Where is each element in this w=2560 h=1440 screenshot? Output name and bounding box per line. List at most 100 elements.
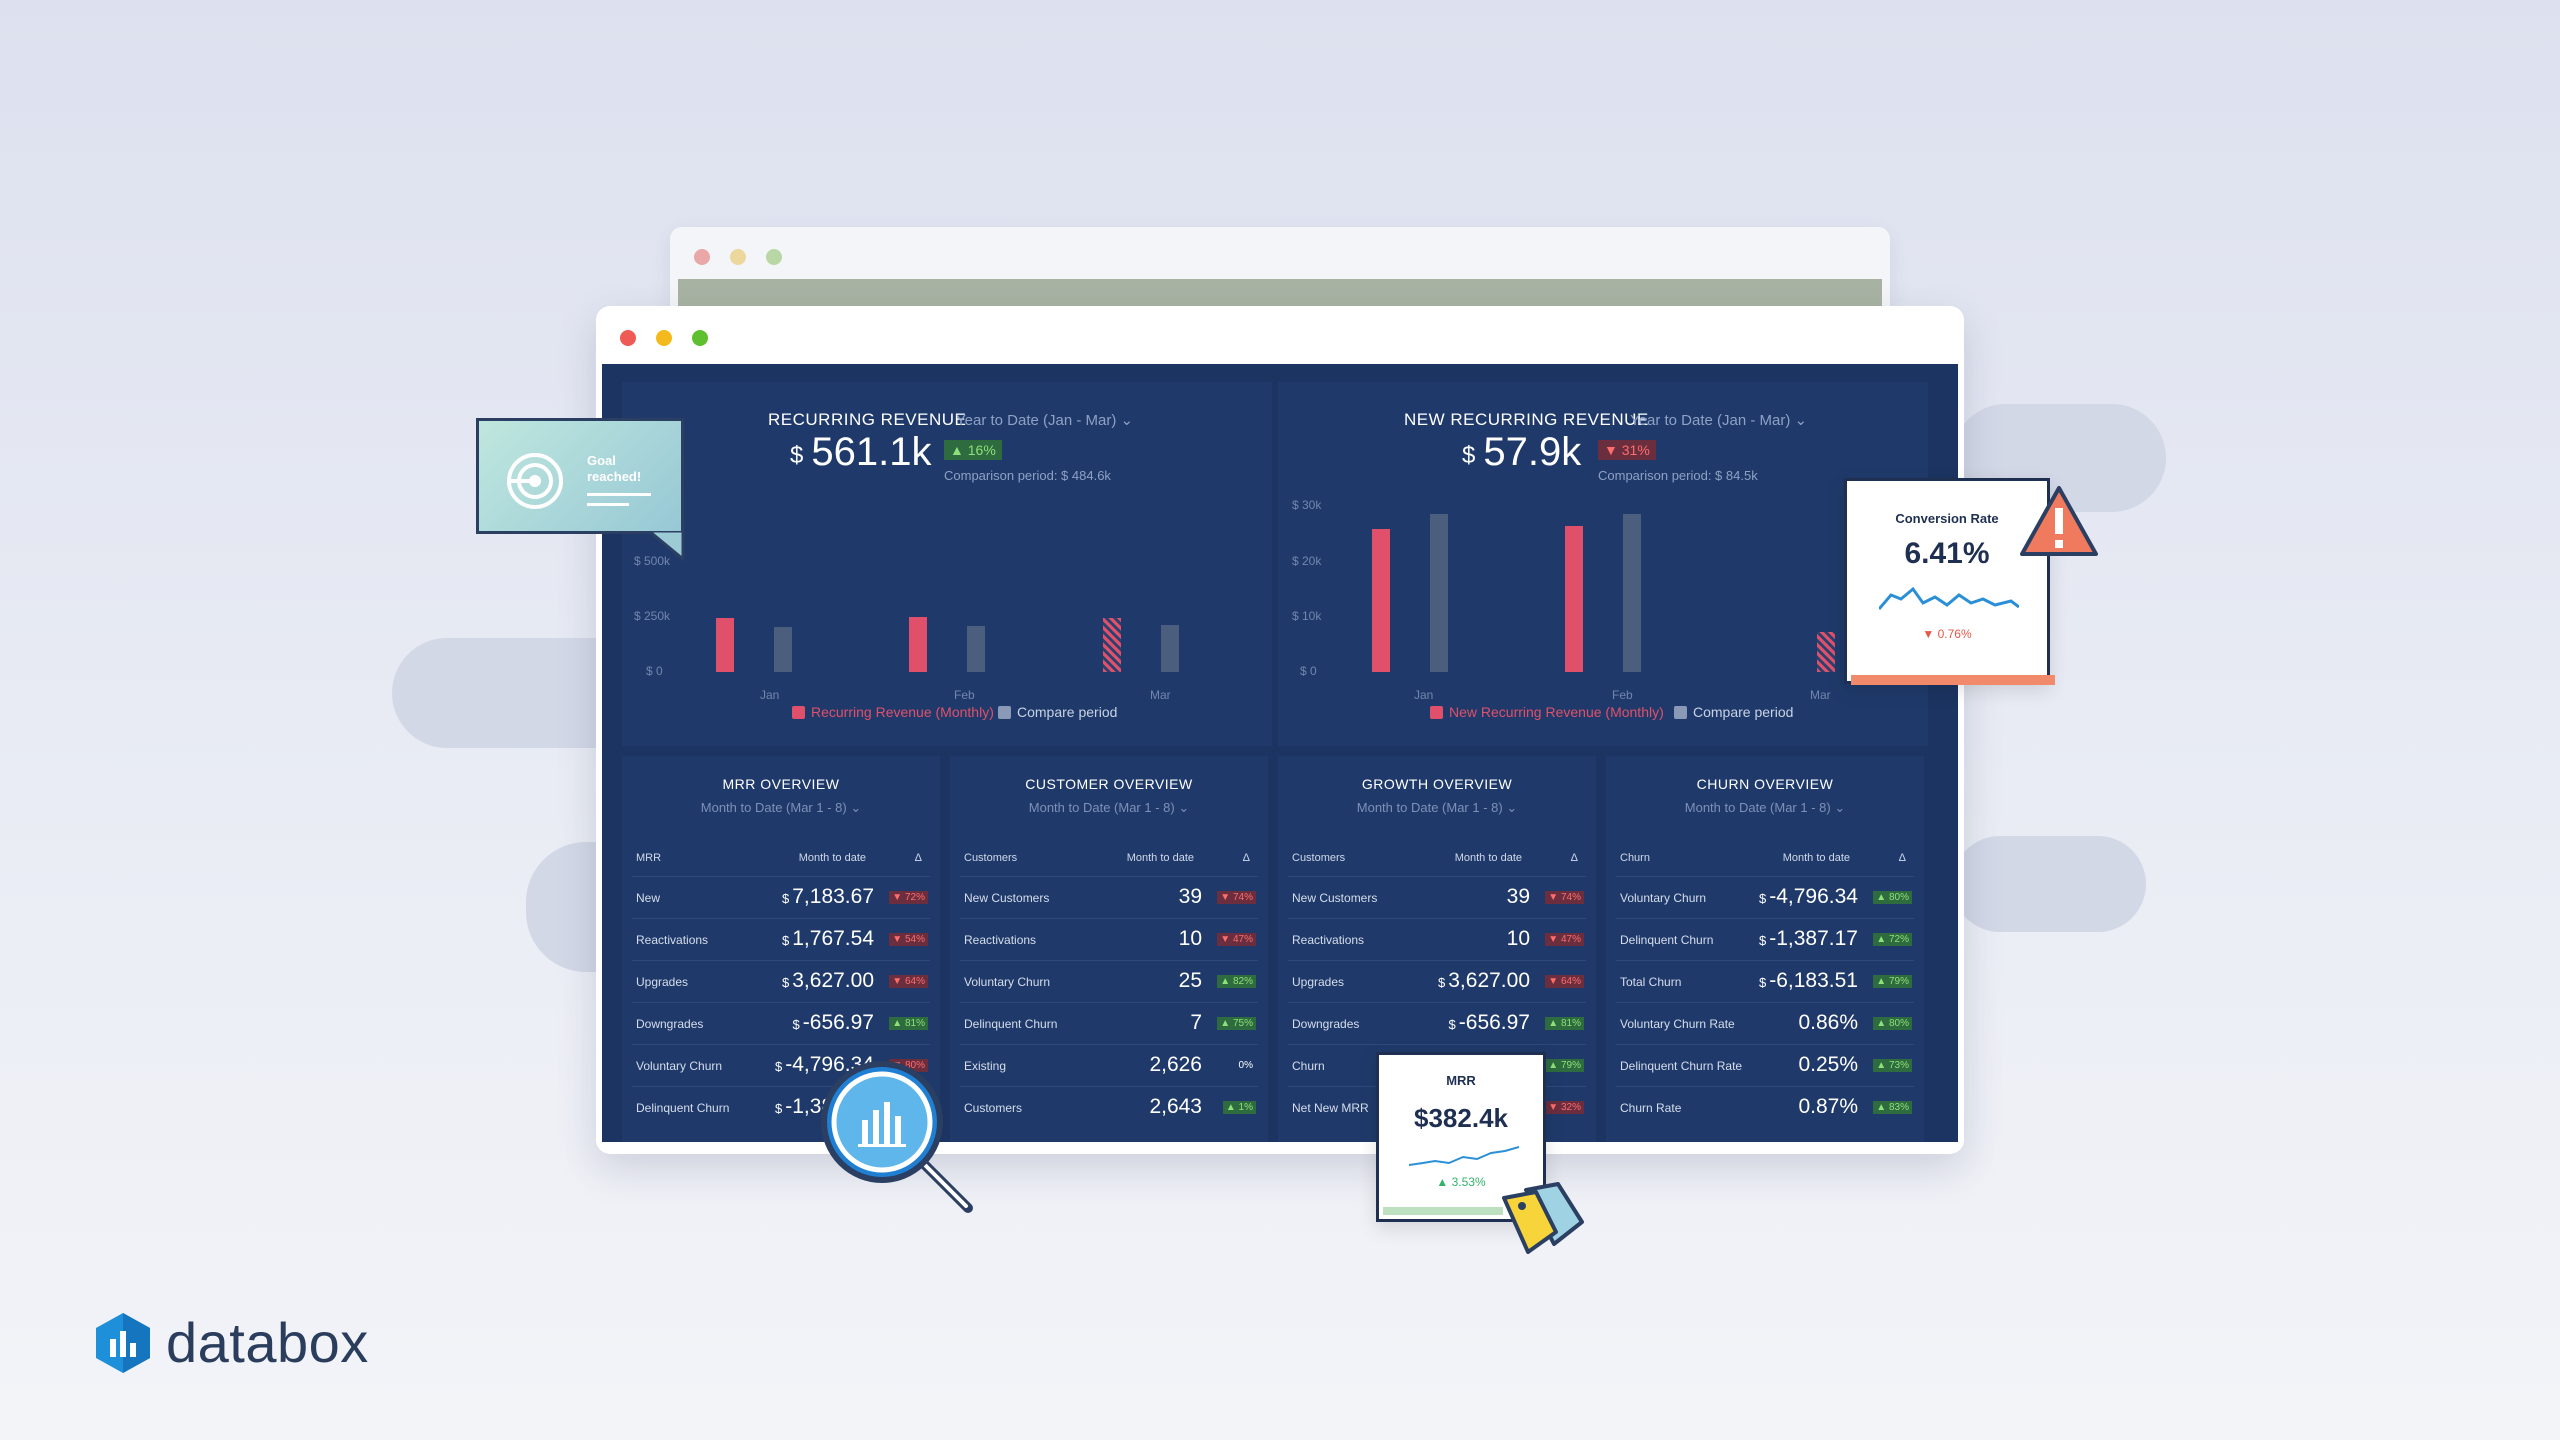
bar-primary[interactable] [1372,529,1390,672]
row-label: Voluntary Churn [964,975,1051,989]
row-label: New Customers [964,891,1050,905]
row-value: 10 [1176,927,1202,951]
row-value: 25 [1176,969,1202,993]
row-value: $3,627.00 [782,969,874,993]
brand-name: databox [166,1311,369,1374]
card-title: MRR [1446,1073,1476,1088]
bar-compare[interactable] [1623,514,1641,672]
row-number: 1,767.54 [792,927,874,950]
row-value: 0.87% [1795,1095,1858,1119]
background-window-content [678,279,1882,309]
chart-legend-item[interactable]: Compare period [998,704,1117,720]
y-tick-label: $ 10k [1292,609,1322,623]
period-dropdown[interactable]: Month to Date (Mar 1 - 8) ⌄ [950,800,1268,816]
overview-title: MRR OVERVIEW [722,776,840,792]
chart-legend-item[interactable]: Recurring Revenue (Monthly) [792,704,994,720]
goal-divider [587,503,629,506]
bar-compare[interactable] [1817,632,1835,672]
row-number: 0.86% [1798,1011,1858,1034]
row-label: Total Churn [1620,975,1682,989]
x-tick-label: Mar [1150,688,1171,702]
column-header: Month to date [1782,852,1850,864]
row-number: 25 [1178,969,1202,992]
metric-value: $57.9k [1462,430,1581,475]
change-badge: ▼ 74% [1217,891,1256,904]
comparison-label: Comparison period: $ 484.6k [944,468,1111,483]
row-number: 2,643 [1149,1095,1202,1118]
period-dropdown[interactable]: Month to Date (Mar 1 - 8) ⌄ [1606,800,1924,816]
row-number: 0.87% [1798,1095,1858,1118]
goal-divider [587,493,651,496]
period-label: Year to Date (Jan - Mar) [956,412,1117,429]
y-tick-label: $ 0 [646,664,663,678]
period-label: Month to Date (Mar 1 - 8) [1356,800,1503,815]
legend-label: Compare period [1017,704,1118,720]
change-badge: ▼ 72% [889,891,928,904]
table-row: Churn Rate 0.87% ▲ 83% [1616,1086,1914,1128]
period-dropdown[interactable]: Year to Date (Jan - Mar) ⌄ [1630,411,1807,429]
row-value: 2,643 [1146,1095,1202,1119]
row-label: Upgrades [636,975,689,989]
row-value: $ -4,796.34 [1759,885,1858,909]
window-minimize-dot [730,249,746,265]
period-label: Year to Date (Jan - Mar) [1630,412,1791,429]
bar-primary[interactable] [909,617,927,672]
chart-legend-item[interactable]: New Recurring Revenue (Monthly) [1430,704,1664,720]
column-header: Month to date [798,852,866,864]
change-badge: ▲ 73% [1873,1059,1912,1072]
change-badge: ▲ 75% [1217,1017,1256,1030]
bar-compare[interactable] [1430,514,1448,672]
change-badge: ▲ 80% [1873,891,1912,904]
brand-logo[interactable]: databox [94,1310,369,1375]
window-maximize-dot [766,249,782,265]
table-row: Total Churn $ -6,183.51 ▲ 79% [1616,960,1914,1002]
change-badge: ▲ 79% [1873,975,1912,988]
chevron-down-icon: ⌄ [1794,412,1808,429]
row-value: 10 [1504,927,1530,951]
currency-symbol: $ [1438,975,1446,990]
chart-legend-item[interactable]: Compare period [1674,704,1793,720]
change-badge: ▼ 64% [889,975,928,988]
period-dropdown[interactable]: Month to Date (Mar 1 - 8) ⌄ [622,800,940,816]
currency-symbol: $ [782,933,790,948]
bar-primary[interactable] [716,618,734,672]
y-tick-label: $ 250k [634,609,671,623]
table-row: Voluntary Churn $ -4,796.34 ▼ 80% [632,1044,930,1086]
panel-title: NEW RECURRING REVENUE [1404,410,1649,429]
row-number: 3,627.00 [792,969,874,992]
new-recurring-revenue-panel: NEW RECURRING REVENUE Year to Date (Jan … [1278,382,1928,746]
row-number: 10 [1506,927,1530,950]
row-label: Upgrades [1292,975,1345,989]
row-number: 7 [1190,1011,1202,1034]
row-number: -4,796.34 [1769,885,1858,908]
bar-compare[interactable] [774,627,792,672]
column-header: Δ [1570,852,1578,864]
row-value: $1,767.54 [782,927,874,951]
window-maximize-dot[interactable] [692,330,708,346]
row-value: $-6,183.51 [1759,969,1858,993]
bar-primary[interactable] [1565,526,1583,672]
currency-symbol: $ [790,442,804,469]
card-footer-bar [1851,675,2055,685]
table-row: Upgrades $3,627.00 ▼ 64% [1288,960,1586,1002]
change-badge: ▲ 83% [1873,1101,1912,1114]
bar-primary[interactable] [1103,618,1121,672]
card-change: ▲ 3.53% [1436,1175,1486,1189]
bar-compare[interactable] [1161,625,1179,672]
period-dropdown[interactable]: Year to Date (Jan - Mar) ⌄ [956,411,1133,429]
bar-compare[interactable] [967,626,985,672]
row-label: Voluntary Churn [636,1059,723,1073]
card-footer-bar [1383,1207,1503,1215]
row-value: $ -656.97 [793,1011,874,1035]
change-badge: ▼ 47% [1217,933,1256,946]
legend-label: Compare period [1693,704,1794,720]
row-label: Delinquent Churn Rate [1620,1059,1743,1073]
currency-symbol: $ [1759,891,1767,906]
window-close-dot[interactable] [620,330,636,346]
recurring-revenue-panel: RECURRING REVENUE Year to Date (Jan - Ma… [622,382,1272,746]
card-value: $382.4k [1414,1103,1508,1133]
window-minimize-dot[interactable] [656,330,672,346]
table-row: Upgrades $3,627.00 ▼ 64% [632,960,930,1002]
target-icon [507,453,563,509]
period-dropdown[interactable]: Month to Date (Mar 1 - 8) ⌄ [1278,800,1596,816]
